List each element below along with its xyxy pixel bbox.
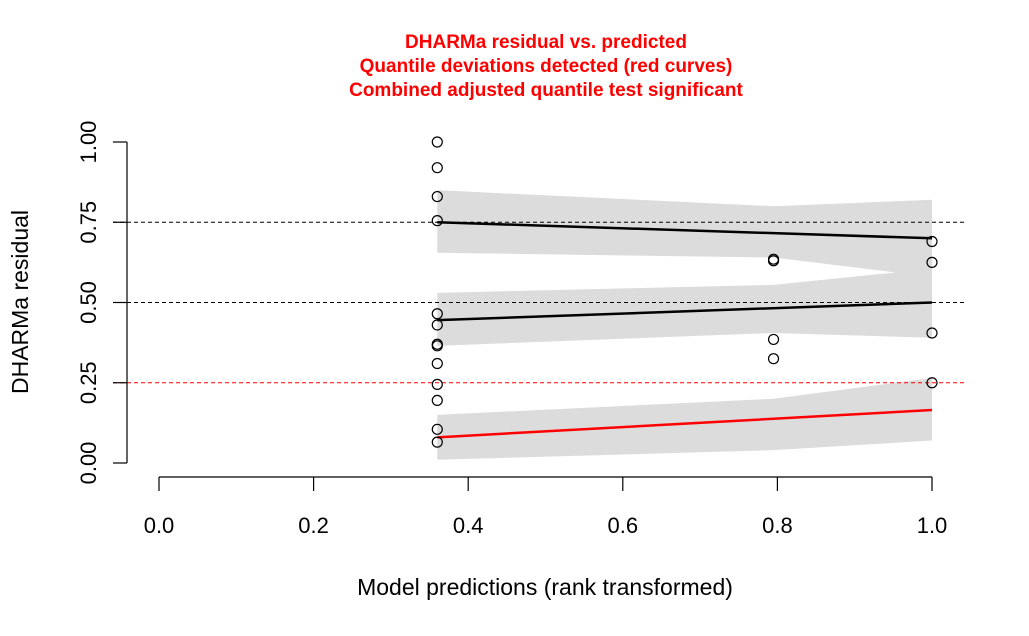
quantile-fit-line-q0.25 xyxy=(437,408,933,439)
title-line-3: Combined adjusted quantile test signific… xyxy=(349,80,743,101)
data-point xyxy=(431,308,443,320)
confidence-bands xyxy=(437,190,932,460)
chart-title: DHARMa residual vs. predicted Quantile d… xyxy=(349,32,743,101)
title-line-2: Quantile deviations detected (red curves… xyxy=(360,56,733,77)
data-point xyxy=(926,327,938,339)
y-axis-title: DHARMa residual xyxy=(7,210,33,394)
data-point xyxy=(431,162,443,174)
title-line-1: DHARMa residual vs. predicted xyxy=(405,32,687,53)
quantile-fit-line-q0.75 xyxy=(437,221,933,240)
data-point xyxy=(767,333,780,346)
y-axis: 0.00 0.25 0.50 0.75 1.00 xyxy=(76,121,128,485)
data-point xyxy=(431,394,443,407)
x-tick-label: 0.2 xyxy=(298,513,329,538)
y-tick-label: 0.00 xyxy=(76,442,101,485)
data-points xyxy=(431,136,938,448)
data-point xyxy=(431,340,443,352)
x-tick-label: 0.6 xyxy=(608,513,639,538)
data-point xyxy=(431,357,443,370)
data-point xyxy=(431,436,443,448)
data-point xyxy=(431,319,443,331)
y-tick-label: 0.75 xyxy=(76,201,101,244)
x-axis: 0.0 0.2 0.4 0.6 0.8 1.0 xyxy=(144,476,948,538)
y-tick-label: 0.50 xyxy=(76,281,101,324)
x-tick-label: 0.0 xyxy=(144,513,175,538)
data-point xyxy=(431,215,443,227)
data-point xyxy=(767,255,780,267)
data-point xyxy=(767,353,780,365)
data-point xyxy=(431,190,443,203)
data-point xyxy=(926,377,938,389)
x-tick-label: 0.4 xyxy=(453,513,484,538)
confidence-band-q0.75 xyxy=(437,190,932,277)
confidence-band-q0.5 xyxy=(437,268,932,346)
x-tick-label: 0.8 xyxy=(762,513,793,538)
y-tick-label: 1.00 xyxy=(76,121,101,164)
x-axis-title: Model predictions (rank transformed) xyxy=(357,574,733,600)
data-point xyxy=(926,256,938,268)
reference-lines xyxy=(113,221,965,384)
confidence-band-q0.25 xyxy=(437,377,932,460)
quantile-fit-lines xyxy=(437,221,933,439)
data-point xyxy=(431,136,443,148)
y-tick-label: 0.25 xyxy=(76,361,101,404)
data-point xyxy=(431,378,443,390)
data-point xyxy=(926,235,938,248)
x-tick-label: 1.0 xyxy=(917,513,948,538)
data-point xyxy=(431,423,443,435)
quantile-fit-line-q0.5 xyxy=(437,301,933,322)
